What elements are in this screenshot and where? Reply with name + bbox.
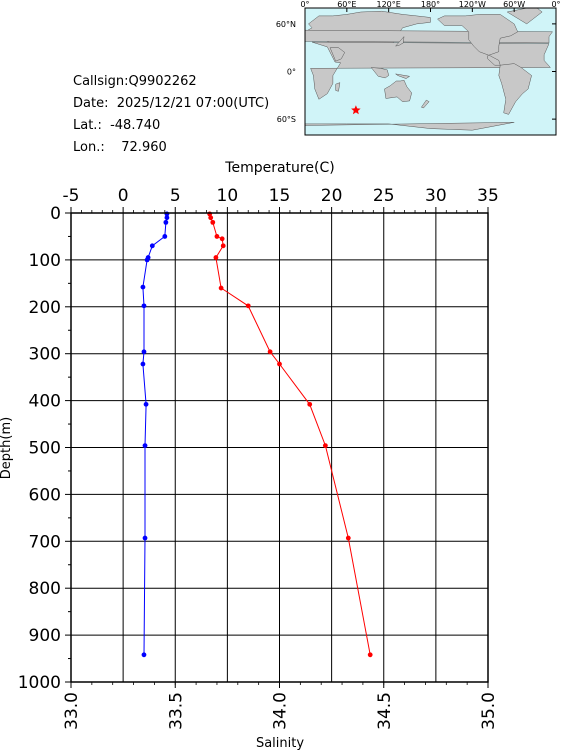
temperature-tick-label: 30: [425, 186, 447, 206]
depth-tick-label: 100: [29, 251, 61, 271]
salinity-point: [164, 215, 170, 221]
date-value: 2025/12/21 07:00(UTC): [116, 96, 270, 111]
temperature-tick-label: 10: [217, 186, 239, 206]
depth-tick-label: 1000: [18, 673, 61, 693]
temperature-point: [220, 243, 226, 249]
temperature-tick-label: 20: [321, 186, 343, 206]
salinity-point: [163, 219, 169, 225]
temperature-tick-label: 0: [118, 186, 129, 206]
salinity-point: [140, 361, 146, 367]
temperature-point: [219, 236, 225, 242]
date-row: Date: 2025/12/21 07:00(UTC): [73, 93, 269, 115]
depth-tick-label: 400: [29, 392, 61, 412]
date-label: Date:: [73, 96, 109, 111]
chart-series: [140, 211, 373, 658]
depth-tick-label: 500: [29, 439, 61, 459]
temperature-point: [345, 535, 351, 541]
lat-label: Lat.:: [73, 118, 102, 133]
lon-value: 72.960: [121, 140, 167, 155]
temperature-point: [208, 215, 214, 221]
temperature-tick-label: 25: [373, 186, 395, 206]
salinity-point: [141, 652, 147, 658]
float-info: Callsign: Q9902262 Date: 2025/12/21 07:00…: [73, 71, 269, 159]
lon-label: Lon.:: [73, 140, 105, 155]
salinity-point: [144, 257, 150, 263]
temperature-point: [218, 285, 224, 291]
temperature-tick-label: -5: [63, 186, 80, 206]
salinity-axis-label: Salinity: [256, 736, 304, 751]
callsign-value: Q9902262: [128, 74, 197, 89]
chart-grid: [70, 212, 489, 683]
temperature-tick-label: 35: [477, 186, 499, 206]
temperature-tick-label: 5: [170, 186, 181, 206]
temperature-point: [214, 234, 220, 239]
lat-row: Lat.: -48.740: [73, 115, 269, 137]
salinity-point: [142, 443, 148, 449]
depth-tick-label: 900: [29, 626, 61, 646]
lat-value: -48.740: [110, 118, 161, 133]
salinity-point: [141, 303, 147, 309]
salinity-point: [140, 284, 146, 290]
temperature-tick-label: 15: [269, 186, 291, 206]
temperature-point: [213, 255, 219, 260]
lon-row: Lon.: 72.960: [73, 137, 269, 159]
salinity-tick-label: 34.0: [271, 692, 291, 730]
salinity-tick-label: 33.0: [62, 692, 82, 730]
temperature-point: [367, 652, 373, 658]
temperature-point: [267, 349, 273, 355]
depth-tick-label: 700: [29, 532, 61, 552]
depth-tick-label: 200: [29, 298, 61, 318]
salinity-tick-label: 34.5: [375, 692, 395, 730]
depth-tick-label: 0: [50, 204, 61, 224]
temperature-point: [322, 443, 328, 449]
depth-tick-label: 300: [29, 345, 61, 365]
depth-tick-label: 600: [29, 485, 61, 505]
salinity-point: [143, 401, 149, 407]
salinity-point: [142, 535, 148, 541]
callsign-label: Callsign:: [73, 74, 129, 89]
salinity-tick-label: 35.0: [479, 692, 499, 730]
temperature-point: [210, 219, 216, 225]
salinity-point: [162, 234, 168, 239]
temperature-point: [245, 303, 251, 309]
salinity-point: [149, 243, 155, 249]
depth-tick-label: 800: [29, 579, 61, 599]
salinity-point: [141, 349, 147, 355]
depth-axis-label: Depth(m): [0, 417, 14, 479]
callsign-row: Callsign: Q9902262: [73, 71, 269, 93]
temperature-axis-label: Temperature(C): [224, 160, 334, 176]
temperature-point: [277, 361, 282, 367]
temperature-point: [307, 401, 313, 407]
salinity-tick-label: 33.5: [166, 692, 186, 730]
